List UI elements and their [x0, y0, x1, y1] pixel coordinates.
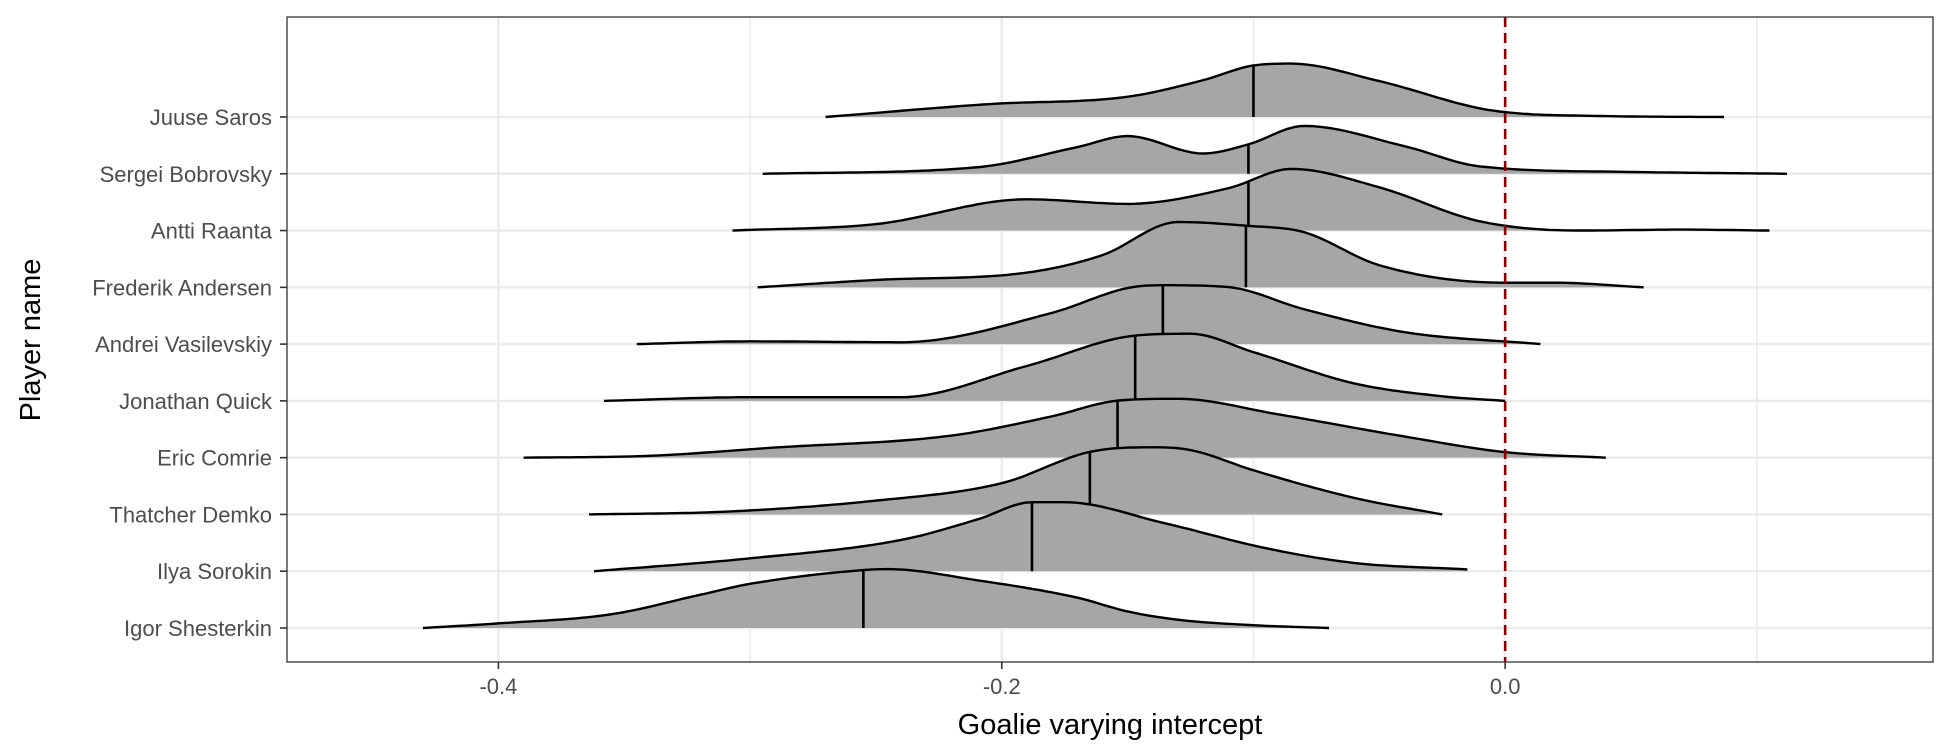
tick-layer: Igor Shesterkin Ilya Sorokin Thatcher Demk…: [92, 105, 1520, 699]
ridge-igor-shesterkin: [422, 567, 1330, 630]
ridge-juuse-saros: [825, 62, 1725, 119]
x-tick-label: 0.0: [1490, 674, 1521, 699]
ridge-outline: [422, 567, 1330, 630]
ridge-fill: [523, 398, 1606, 458]
ridge-outline: [762, 124, 1788, 175]
ridge-fill: [604, 333, 1506, 401]
ridge-layer: [422, 62, 1788, 630]
ridge-ilya-sorokin: [594, 501, 1468, 573]
ridge-fill: [589, 447, 1443, 515]
ridge-outline: [588, 446, 1443, 516]
y-axis-title: Player name: [15, 259, 47, 422]
ridge-jonathan-quick: [604, 332, 1506, 403]
ridge-outline: [732, 167, 1770, 232]
ridge-antti-raanta: [732, 167, 1770, 232]
y-tick-label: Eric Comrie: [157, 446, 272, 471]
ridge-fill: [422, 569, 1329, 628]
y-tick-label: Antti Raanta: [151, 219, 273, 244]
ridge-fill: [825, 63, 1725, 117]
x-tick-label: -0.2: [983, 674, 1021, 699]
x-axis-title: Goalie varying intercept: [958, 709, 1263, 741]
y-tick-label: Thatcher Demko: [109, 502, 272, 527]
ridge-outline: [523, 397, 1606, 459]
ridge-fill: [636, 285, 1541, 345]
ridge-outline: [636, 284, 1541, 346]
ridge-outline: [757, 220, 1644, 289]
ridge-fill: [732, 168, 1770, 231]
ridge-frederik-andersen: [757, 220, 1644, 289]
y-tick-label: Sergei Bobrovsky: [100, 162, 272, 187]
ridge-outline: [604, 332, 1506, 403]
ridge-fill: [762, 126, 1788, 174]
ridge-fill: [757, 222, 1644, 288]
y-tick-label: Igor Shesterkin: [124, 616, 272, 641]
panel-border: [286, 16, 1934, 663]
y-tick-label: Jonathan Quick: [119, 389, 273, 414]
y-tick-label: Juuse Saros: [150, 105, 272, 130]
y-tick-label: Ilya Sorokin: [157, 559, 272, 584]
ridge-outline: [825, 62, 1725, 119]
y-tick-label: Andrei Vasilevskiy: [95, 332, 272, 357]
x-tick-label: -0.4: [479, 674, 517, 699]
y-tick-label: Frederik Andersen: [92, 275, 272, 300]
ridge-sergei-bobrovsky: [762, 124, 1788, 175]
